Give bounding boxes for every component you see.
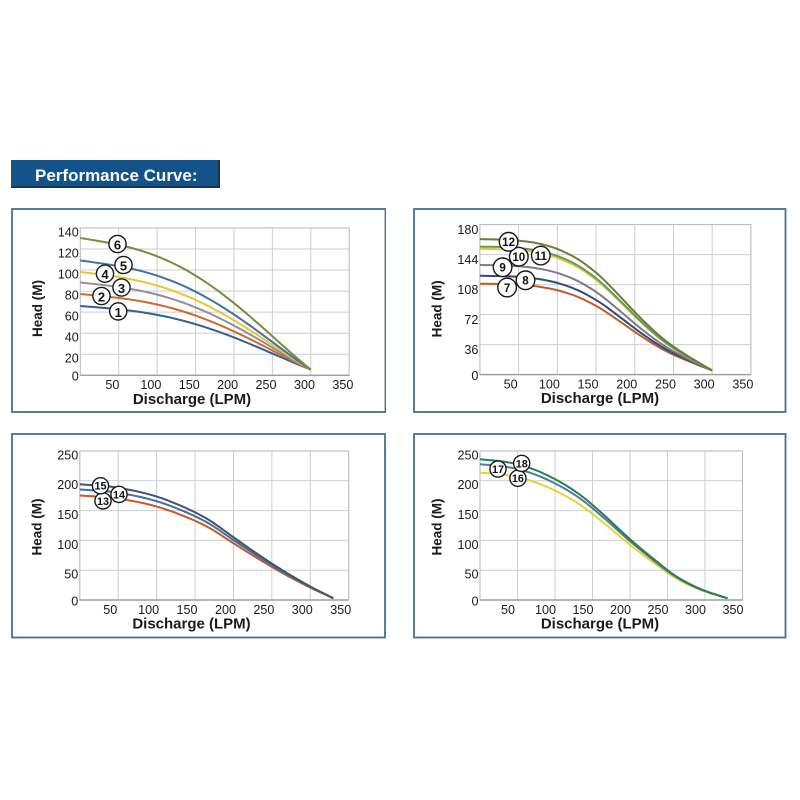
svg-text:15: 15	[94, 481, 106, 493]
svg-text:100: 100	[57, 538, 78, 552]
svg-text:60: 60	[64, 310, 78, 324]
svg-text:50: 50	[103, 603, 117, 617]
svg-text:Head (M): Head (M)	[429, 280, 444, 337]
svg-text:200: 200	[217, 378, 238, 392]
svg-text:250: 250	[255, 378, 276, 392]
svg-text:16: 16	[512, 473, 524, 485]
svg-text:2: 2	[97, 290, 104, 305]
svg-text:100: 100	[535, 603, 556, 617]
svg-text:Discharge (LPM): Discharge (LPM)	[132, 616, 250, 633]
svg-text:108: 108	[457, 283, 478, 297]
svg-text:Discharge (LPM): Discharge (LPM)	[541, 390, 659, 407]
svg-text:100: 100	[140, 378, 161, 392]
svg-text:50: 50	[464, 568, 478, 582]
svg-text:20: 20	[64, 352, 78, 366]
svg-text:250: 250	[457, 448, 478, 462]
svg-text:5: 5	[119, 259, 126, 274]
svg-text:300: 300	[685, 603, 706, 617]
svg-text:250: 250	[57, 448, 78, 462]
svg-text:Discharge (LPM): Discharge (LPM)	[541, 616, 659, 633]
svg-text:14: 14	[113, 489, 125, 501]
svg-text:18: 18	[516, 458, 528, 470]
svg-text:36: 36	[464, 343, 478, 357]
svg-text:250: 250	[647, 603, 668, 617]
svg-text:12: 12	[502, 236, 515, 249]
svg-text:100: 100	[457, 538, 478, 552]
svg-text:0: 0	[71, 594, 78, 608]
svg-text:300: 300	[292, 603, 313, 617]
svg-text:Head (M): Head (M)	[429, 499, 444, 556]
svg-text:150: 150	[177, 603, 198, 617]
svg-text:11: 11	[535, 250, 548, 263]
svg-text:100: 100	[57, 267, 78, 281]
svg-text:250: 250	[655, 377, 676, 391]
svg-text:0: 0	[71, 370, 78, 384]
svg-text:13: 13	[97, 496, 109, 508]
svg-text:150: 150	[57, 508, 78, 522]
svg-text:50: 50	[501, 603, 515, 617]
svg-text:350: 350	[332, 378, 353, 392]
svg-text:9: 9	[499, 262, 506, 275]
svg-text:200: 200	[457, 478, 478, 492]
svg-text:Head (M): Head (M)	[29, 280, 44, 337]
svg-text:8: 8	[522, 275, 529, 288]
svg-text:72: 72	[464, 313, 478, 327]
svg-text:300: 300	[694, 377, 715, 391]
svg-text:Head (M): Head (M)	[29, 499, 44, 556]
svg-text:350: 350	[732, 377, 753, 391]
svg-text:140: 140	[57, 225, 78, 239]
svg-text:200: 200	[610, 603, 631, 617]
svg-text:50: 50	[504, 377, 518, 391]
svg-text:1: 1	[114, 305, 121, 320]
svg-text:50: 50	[64, 568, 78, 582]
svg-text:100: 100	[539, 377, 560, 391]
svg-text:120: 120	[57, 246, 78, 260]
svg-text:100: 100	[138, 603, 159, 617]
svg-text:6: 6	[113, 238, 120, 253]
svg-text:0: 0	[471, 369, 478, 383]
svg-text:200: 200	[215, 603, 236, 617]
svg-text:50: 50	[105, 378, 119, 392]
svg-text:150: 150	[578, 377, 599, 391]
svg-text:200: 200	[57, 478, 78, 492]
svg-text:150: 150	[572, 603, 593, 617]
svg-text:4: 4	[101, 267, 109, 282]
svg-text:10: 10	[512, 251, 525, 264]
svg-text:350: 350	[722, 603, 743, 617]
svg-text:Discharge (LPM): Discharge (LPM)	[132, 391, 250, 408]
svg-text:150: 150	[457, 508, 478, 522]
svg-text:350: 350	[330, 603, 351, 617]
svg-text:144: 144	[457, 253, 478, 267]
svg-text:250: 250	[253, 603, 274, 617]
svg-text:0: 0	[471, 594, 478, 608]
svg-text:300: 300	[293, 378, 314, 392]
svg-text:180: 180	[457, 223, 478, 237]
svg-text:17: 17	[492, 464, 504, 476]
svg-text:7: 7	[504, 282, 510, 295]
svg-text:80: 80	[64, 288, 78, 302]
svg-text:150: 150	[178, 378, 199, 392]
svg-text:40: 40	[64, 331, 78, 345]
svg-text:3: 3	[117, 281, 124, 296]
svg-text:200: 200	[616, 377, 637, 391]
